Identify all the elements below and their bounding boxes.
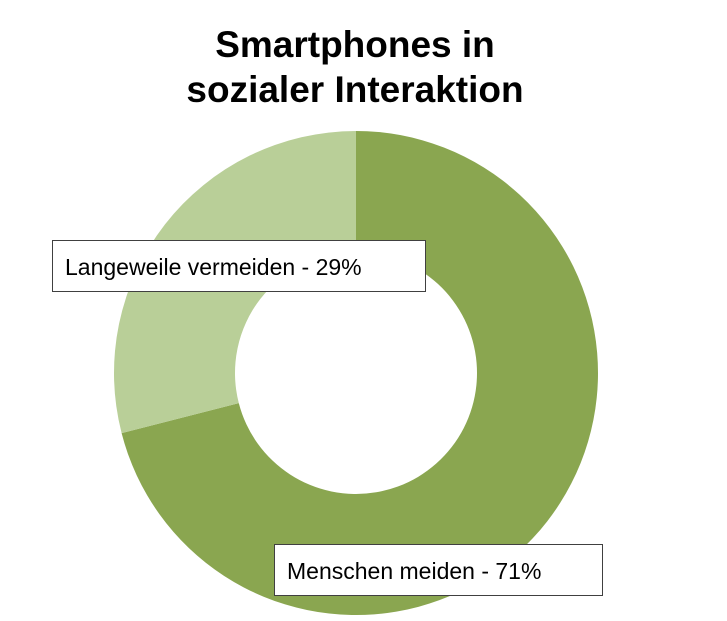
data-label-langeweile-vermeiden: Langeweile vermeiden - 29% [52, 240, 426, 292]
donut-slices [113, 131, 598, 615]
chart-title-line-2: sozialer Interaktion [186, 69, 524, 110]
slice-menschen-meiden [121, 131, 598, 615]
data-label-menschen-meiden: Menschen meiden - 71% [274, 544, 603, 596]
chart-title: Smartphones in sozialer Interaktion [0, 22, 710, 112]
chart-title-line-1: Smartphones in [215, 24, 495, 65]
